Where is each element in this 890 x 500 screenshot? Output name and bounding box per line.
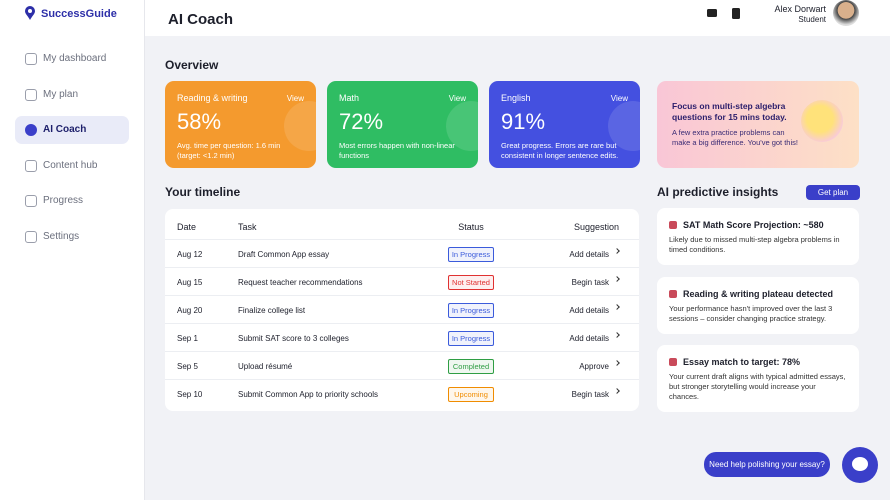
nav-item[interactable]: Content hub xyxy=(15,152,129,180)
column-header: Suggestion xyxy=(573,222,619,232)
nav-icon xyxy=(25,159,37,172)
timeline-row: Sep 5 Upload résumé Completed Approve xyxy=(165,351,639,379)
table-header: Date Task Status Suggestion xyxy=(165,212,639,240)
chevron[interactable] xyxy=(614,332,620,338)
brand: SuccessGuide xyxy=(41,8,117,20)
nav-icon xyxy=(25,88,37,101)
card-value: 58% xyxy=(177,109,222,134)
card-link[interactable]: View xyxy=(610,94,628,103)
sidebar xyxy=(0,0,145,500)
suggestion-link[interactable]: Begin task xyxy=(571,390,609,399)
date: Sep 5 xyxy=(177,362,198,371)
insight-card: SAT Math Score Projection: ~580 Likely du… xyxy=(657,208,859,265)
suggestion-link[interactable]: Add details xyxy=(569,250,609,259)
suggestion-link[interactable]: Add details xyxy=(569,334,609,343)
chevron[interactable] xyxy=(614,248,620,254)
section-title: AI predictive insights xyxy=(657,185,779,199)
date: Sep 1 xyxy=(177,334,198,343)
status-badge: Completed xyxy=(448,359,494,374)
date: Aug 15 xyxy=(177,278,203,287)
card-text: Great progress. Errors are rare but cons… xyxy=(501,141,619,161)
insight-title: SAT Math Score Projection: ~580 xyxy=(669,220,847,230)
timeline-row: Sep 10 Submit Common App to priority scho… xyxy=(165,379,639,407)
chevron[interactable] xyxy=(614,388,620,394)
insight-text: Likely due to missed multi-step algebra … xyxy=(669,235,840,254)
task: Submit SAT score to 3 colleges xyxy=(238,334,349,343)
card-title: English xyxy=(501,93,531,103)
suggestion-link[interactable]: Approve xyxy=(579,362,609,371)
task: Request teacher recommendations xyxy=(238,278,363,287)
status-badge: In Progress xyxy=(448,331,494,346)
status-badge: In Progress xyxy=(448,303,494,318)
score-card: Math View 72% Most errors happen with non-l… xyxy=(327,81,478,168)
insight-text: Your performance hasn't improved over th… xyxy=(669,304,833,323)
nav-item[interactable]: Progress xyxy=(15,187,129,215)
timeline-row: Aug 15 Request teacher recommendations Not… xyxy=(165,267,639,295)
logo xyxy=(25,6,35,20)
promo-text: A few extra practice problems can make a… xyxy=(672,128,798,147)
task: Submit Common App to priority schools xyxy=(238,390,379,399)
card-value: 91% xyxy=(501,109,546,134)
timeline-row: Aug 20 Finalize college list In Progress Ad… xyxy=(165,295,639,323)
timeline-panel xyxy=(165,209,639,411)
column-header: Status xyxy=(458,222,484,232)
chevron[interactable] xyxy=(614,276,620,282)
date: Aug 20 xyxy=(177,306,203,315)
card-text: Avg. time per question: 1.6 min (target:… xyxy=(177,141,281,161)
task: Draft Common App essay xyxy=(238,250,330,259)
task: Finalize college list xyxy=(238,306,306,315)
insight-title: Essay match to target: 78% xyxy=(669,357,847,367)
mascot xyxy=(801,100,843,142)
get-plan-button[interactable]: Get plan xyxy=(806,185,860,200)
status-badge: In Progress xyxy=(448,247,494,262)
card-text: Most errors happen with non-linear funct… xyxy=(339,141,455,161)
card-value: 72% xyxy=(339,109,384,134)
timeline-row: Aug 12 Draft Common App essay In Progress A… xyxy=(165,239,639,267)
chat-button[interactable] xyxy=(842,447,878,483)
user-role: Student xyxy=(798,15,826,24)
column-header: Task xyxy=(238,222,257,232)
nav-item[interactable]: My dashboard xyxy=(15,45,129,73)
avatar[interactable] xyxy=(833,0,859,26)
chevron[interactable] xyxy=(614,304,620,310)
card-link[interactable]: View xyxy=(448,94,466,103)
nav-icon xyxy=(25,230,37,243)
nav-item[interactable]: AI Coach xyxy=(15,116,129,144)
suggestion-link[interactable]: Begin task xyxy=(571,278,609,287)
insight-text: Your current draft aligns with typical a… xyxy=(669,372,846,401)
insight-card: Reading & writing plateau detected Your p… xyxy=(657,277,859,334)
card-title: Reading & writing xyxy=(177,93,248,103)
chevron[interactable] xyxy=(614,360,620,366)
score-card: Reading & writing View 58% Avg. time per qu… xyxy=(165,81,316,168)
nav-icon xyxy=(25,53,37,65)
page-title: AI Coach xyxy=(168,11,234,28)
nav-item[interactable]: Settings xyxy=(15,223,129,251)
task: Upload résumé xyxy=(238,362,293,371)
card-link[interactable]: View xyxy=(286,94,304,103)
promo-title: Focus on multi-step algebra questions fo… xyxy=(672,101,787,123)
top-bar xyxy=(145,0,890,36)
nav-item[interactable]: My plan xyxy=(15,81,129,109)
suggestion-link[interactable]: Add details xyxy=(569,306,609,315)
nav-icon xyxy=(25,195,37,207)
timeline-row: Sep 1 Submit SAT score to 3 colleges In Pr… xyxy=(165,323,639,351)
status-badge: Not Started xyxy=(448,275,494,290)
insight-title: Reading & writing plateau detected xyxy=(669,289,847,299)
nav-icon xyxy=(25,124,37,136)
section-title: Your timeline xyxy=(165,185,241,199)
date: Sep 10 xyxy=(177,390,203,399)
section-title: Overview xyxy=(165,58,219,72)
chat-prompt[interactable]: Need help polishing your essay? xyxy=(704,452,830,477)
user-name: Alex Dorwart xyxy=(774,4,826,14)
header-icons[interactable] xyxy=(706,8,742,20)
score-card: English View 91% Great progress. Errors are… xyxy=(489,81,640,168)
insight-card: Essay match to target: 78% Your current d… xyxy=(657,345,859,412)
card-title: Math xyxy=(339,93,360,103)
date: Aug 12 xyxy=(177,250,203,259)
column-header: Date xyxy=(177,222,197,232)
status-badge: Upcoming xyxy=(448,387,494,402)
